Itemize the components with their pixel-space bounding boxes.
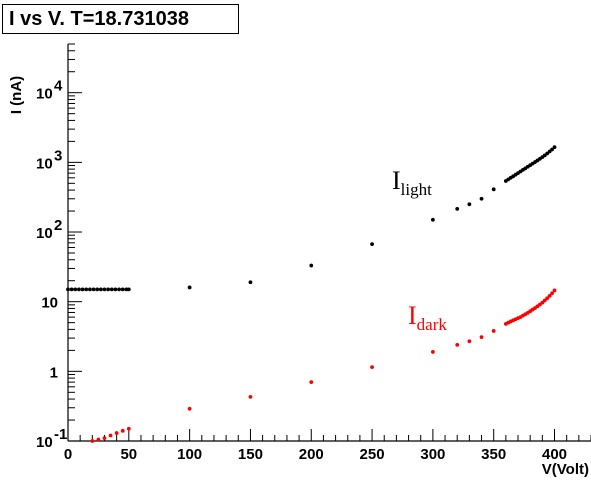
- data-point: [117, 287, 121, 292]
- x-tick-label: 250: [360, 446, 385, 463]
- data-point: [491, 329, 496, 333]
- data-point: [479, 335, 484, 340]
- data-point: [102, 436, 107, 441]
- data-point: [96, 437, 101, 442]
- data-point: [542, 298, 547, 303]
- data-point: [95, 287, 100, 292]
- data-point: [126, 426, 131, 431]
- data-point: [102, 287, 107, 292]
- x-tick-label: 350: [481, 446, 506, 463]
- y-axis-title: I (nA): [8, 76, 25, 114]
- x-axis-tick-labels: 0 50 100 150 200 250 300 350 400: [64, 446, 567, 463]
- x-tick-label: 300: [420, 446, 445, 463]
- series-0: [66, 145, 557, 292]
- data-point: [552, 145, 557, 150]
- y-tick-label: 10: [41, 295, 58, 312]
- data-point: [552, 288, 557, 293]
- data-point: [550, 291, 554, 296]
- y-tick-label-exponent: -1: [54, 426, 67, 443]
- data-point: [309, 380, 314, 385]
- data-point: [66, 287, 70, 292]
- data-point: [120, 287, 125, 292]
- y-tick-label-exponent: 4: [54, 78, 63, 95]
- data-point: [87, 287, 92, 292]
- data-point: [455, 342, 460, 347]
- x-tick-label: 150: [238, 446, 263, 463]
- data-point: [491, 187, 496, 192]
- data-series: [66, 145, 557, 443]
- data-point: [91, 287, 96, 292]
- data-point: [69, 287, 74, 292]
- data-point: [90, 439, 95, 443]
- data-point: [187, 406, 192, 411]
- y-tick-label: 10: [36, 86, 53, 103]
- data-point: [109, 287, 114, 292]
- annotation-label: Ilight: [392, 166, 432, 199]
- chart-title: I vs V. T=18.731038: [2, 4, 239, 34]
- y-tick-label: 1: [50, 364, 58, 381]
- data-point: [550, 147, 554, 152]
- x-tick-label: 0: [64, 446, 72, 463]
- x-axis-ticks: [67, 429, 591, 441]
- x-tick-label: 100: [177, 446, 202, 463]
- data-point: [248, 280, 253, 285]
- data-point: [370, 242, 374, 247]
- data-point: [77, 287, 81, 292]
- data-point: [479, 196, 484, 201]
- data-point: [126, 287, 131, 292]
- data-point: [430, 217, 435, 222]
- data-point: [187, 285, 192, 290]
- data-point: [106, 287, 111, 292]
- data-point: [370, 365, 374, 370]
- data-point: [80, 287, 85, 292]
- data-point: [248, 394, 253, 399]
- x-axis-title: V(Volt): [542, 461, 589, 478]
- annotation-label: Idark: [408, 301, 447, 334]
- y-tick-label: 10: [36, 155, 53, 172]
- data-point: [430, 350, 435, 354]
- annotations: Ilight Idark: [392, 166, 447, 334]
- plot-frame: [67, 44, 591, 442]
- x-tick-label: 400: [542, 446, 567, 463]
- y-tick-label: 10: [36, 225, 53, 242]
- data-point: [309, 263, 314, 268]
- data-point: [114, 431, 119, 435]
- data-point: [113, 287, 118, 292]
- x-tick-label: 50: [120, 446, 137, 463]
- data-point: [120, 428, 125, 433]
- data-point: [98, 287, 103, 292]
- y-tick-label-exponent: 2: [54, 217, 62, 234]
- y-tick-label: 10: [36, 434, 53, 451]
- y-axis-ticks: [68, 43, 82, 442]
- data-point: [547, 294, 552, 298]
- series-1: [90, 288, 557, 443]
- data-point: [73, 287, 78, 292]
- y-tick-label-exponent: 3: [54, 147, 62, 164]
- data-point: [84, 287, 89, 292]
- x-tick-label: 200: [299, 446, 324, 463]
- data-point: [467, 339, 472, 344]
- data-point: [108, 433, 113, 438]
- data-point: [455, 206, 460, 211]
- data-point: [467, 202, 472, 207]
- data-point: [545, 296, 550, 301]
